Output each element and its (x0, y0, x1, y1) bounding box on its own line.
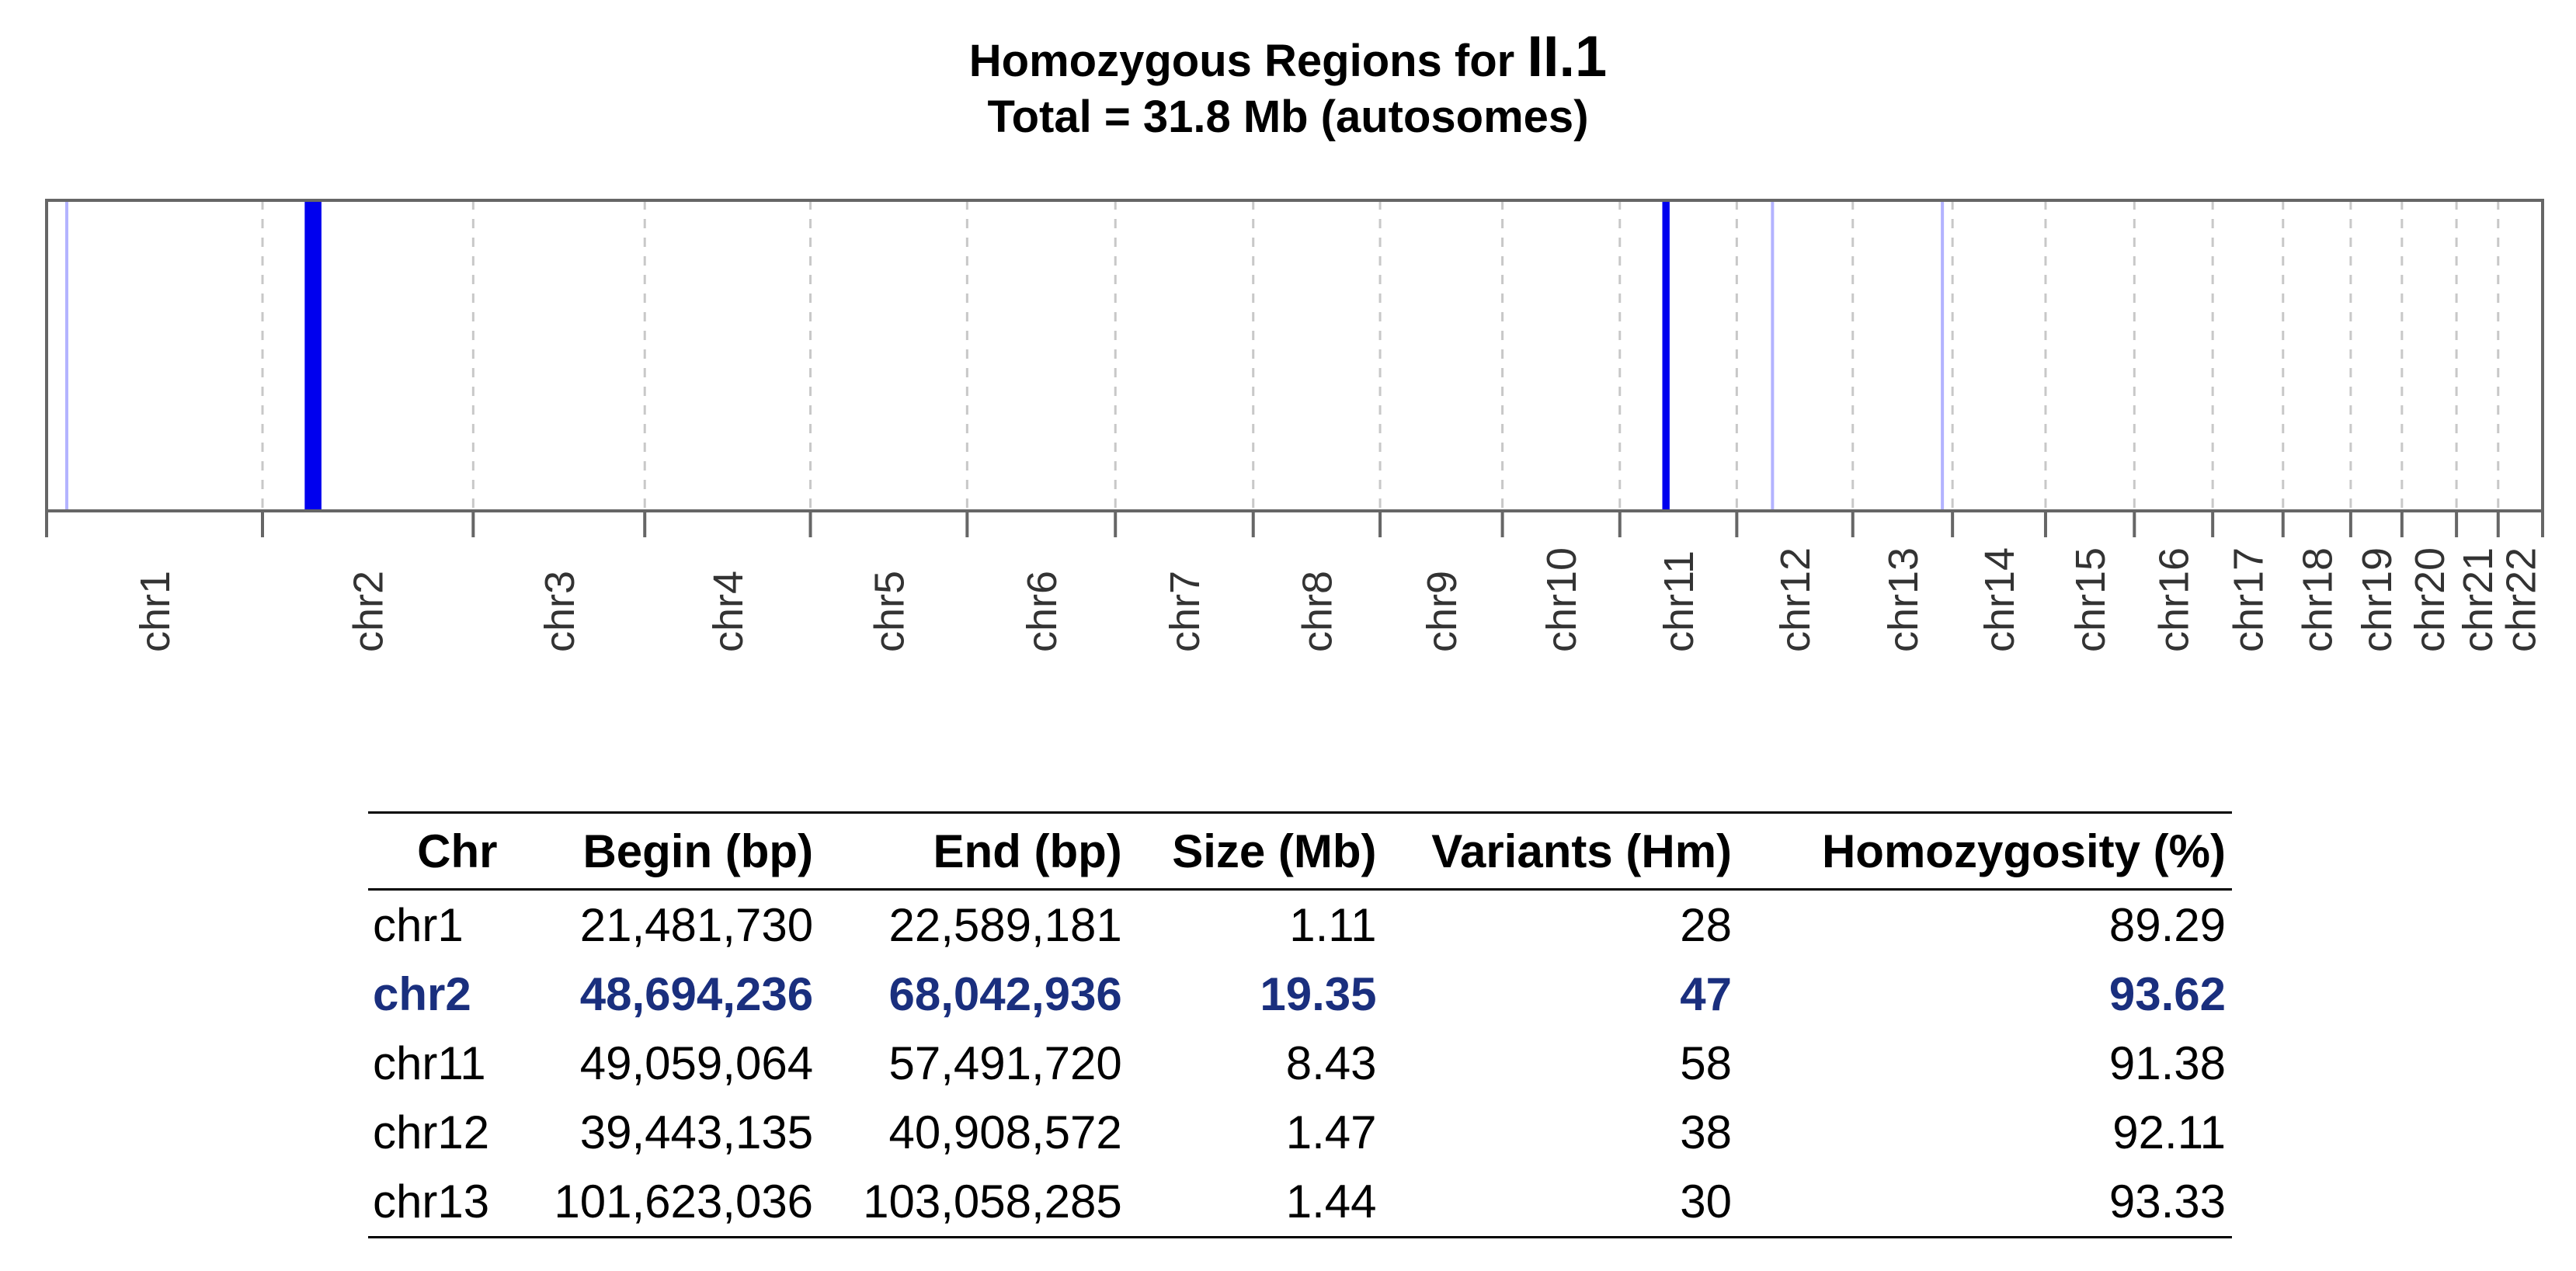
cell-begin: 101,623,036 (554, 1176, 814, 1228)
cell-size: 1.47 (1285, 1106, 1377, 1158)
cell-variants: 38 (1680, 1106, 1733, 1158)
region-bar (1662, 200, 1670, 511)
x-axis-labels: chr1 chr2 chr3 chr4 chr5 chr6 chr7 chr8 chr9 chr1… (132, 547, 2544, 652)
cell-chr: chr12 (373, 1106, 490, 1158)
x-tick-label: chr19 (2354, 547, 2400, 652)
x-tick-label: chr11 (1656, 550, 1702, 652)
x-tick-label: chr17 (2225, 547, 2272, 652)
header-variants: Variants (Hm) (1431, 825, 1733, 877)
cell-begin: 48,694,236 (579, 968, 814, 1020)
cell-chr: chr11 (373, 1037, 486, 1089)
cell-variants: 28 (1680, 899, 1733, 951)
chromosome-grid (261, 200, 2500, 511)
table-row: chr1 21,481,730 22,589,181 1.11 28 89.29 (368, 890, 2232, 960)
cell-chr: chr1 (373, 899, 464, 951)
cell-homozygosity: 93.33 (2108, 1176, 2226, 1228)
x-tick-label: chr6 (1019, 571, 1066, 652)
cell-size: 19.35 (1260, 968, 1377, 1020)
cell-size: 1.44 (1285, 1176, 1377, 1228)
region-bar (1771, 200, 1775, 511)
sample-id: II.1 (1527, 24, 1608, 89)
table-body: chr1 21,481,730 22,589,181 1.11 28 89.29 chr2 4… (368, 890, 2232, 1238)
cell-homozygosity: 91.38 (2108, 1037, 2226, 1089)
x-tick-label: chr12 (1772, 547, 1819, 652)
x-tick-label: chr1 (132, 571, 179, 652)
x-tick-label: chr8 (1294, 571, 1340, 652)
cell-begin: 21,481,730 (579, 899, 814, 951)
header-size: Size (Mb) (1172, 825, 1377, 877)
table-row: chr11 49,059,064 57,491,720 8.43 58 91.38 (368, 1029, 2232, 1098)
cell-chr: chr2 (373, 968, 471, 1020)
cell-chr: chr13 (373, 1176, 490, 1228)
cell-end: 22,589,181 (888, 899, 1122, 951)
header-homozygosity: Homozygosity (%) (1821, 825, 2226, 877)
cell-variants: 58 (1680, 1037, 1733, 1089)
homozygosity-plot: chr1 chr2 chr3 chr4 chr5 chr6 chr7 chr8 chr9 chr1… (45, 199, 2544, 652)
chart-title-block: Homozygous Regions for II.1 Total = 31.8… (0, 28, 2576, 144)
x-tick-label: chr5 (866, 571, 913, 652)
table-row: chr2 48,694,236 68,042,936 19.35 47 93.62 (368, 960, 2232, 1029)
x-tick-label: chr2 (346, 571, 392, 652)
x-tick-label: chr14 (1976, 547, 2023, 652)
cell-variants: 47 (1680, 968, 1733, 1020)
cell-homozygosity: 92.11 (2112, 1106, 2226, 1158)
x-axis-ticks (45, 511, 2544, 537)
x-tick-label: chr15 (2067, 547, 2114, 652)
x-tick-label: chr20 (2407, 547, 2453, 652)
chart-subtitle: Total = 31.8 Mb (autosomes) (987, 92, 1589, 142)
x-tick-label: chr4 (705, 571, 752, 652)
table-row: chr12 39,443,135 40,908,572 1.47 38 92.11 (368, 1098, 2232, 1167)
cell-size: 8.43 (1285, 1037, 1377, 1089)
cell-variants: 30 (1680, 1176, 1733, 1228)
plot-frame (45, 199, 2544, 512)
x-tick-label: chr18 (2294, 547, 2341, 652)
table-row: chr13 101,623,036 103,058,285 1.44 30 93.33 (368, 1167, 2232, 1238)
table-header-row: Chr Begin (bp) End (bp) Size (Mb) Varian… (368, 812, 2232, 890)
cell-end: 68,042,936 (888, 968, 1122, 1020)
cell-end: 57,491,720 (888, 1037, 1122, 1089)
chart-title: Homozygous Regions for II.1 (968, 24, 1608, 89)
region-bar (1941, 200, 1945, 511)
x-tick-label: chr3 (537, 571, 583, 652)
header-chr: Chr (417, 825, 498, 877)
header-begin: Begin (bp) (582, 825, 814, 877)
cell-end: 103,058,285 (863, 1176, 1122, 1228)
x-tick-label: chr10 (1538, 547, 1585, 652)
region-bars (64, 200, 1945, 511)
cell-size: 1.11 (1289, 899, 1377, 951)
x-tick-label: chr7 (1162, 571, 1208, 652)
cell-end: 40,908,572 (888, 1106, 1122, 1158)
x-tick-label: chr9 (1419, 571, 1465, 652)
x-tick-label: chr13 (1880, 547, 1927, 652)
cell-homozygosity: 93.62 (2108, 968, 2226, 1020)
cell-begin: 39,443,135 (579, 1106, 814, 1158)
cell-homozygosity: 89.29 (2108, 899, 2226, 951)
region-bar (64, 200, 68, 511)
region-bar (304, 200, 322, 511)
x-tick-label: chr22 (2498, 547, 2544, 652)
cell-begin: 49,059,064 (579, 1037, 814, 1089)
x-tick-label: chr16 (2151, 547, 2198, 652)
header-end: End (bp) (933, 825, 1122, 877)
x-tick-label: chr21 (2455, 547, 2501, 652)
regions-table: Chr Begin (bp) End (bp) Size (Mb) Varian… (368, 811, 2232, 1238)
